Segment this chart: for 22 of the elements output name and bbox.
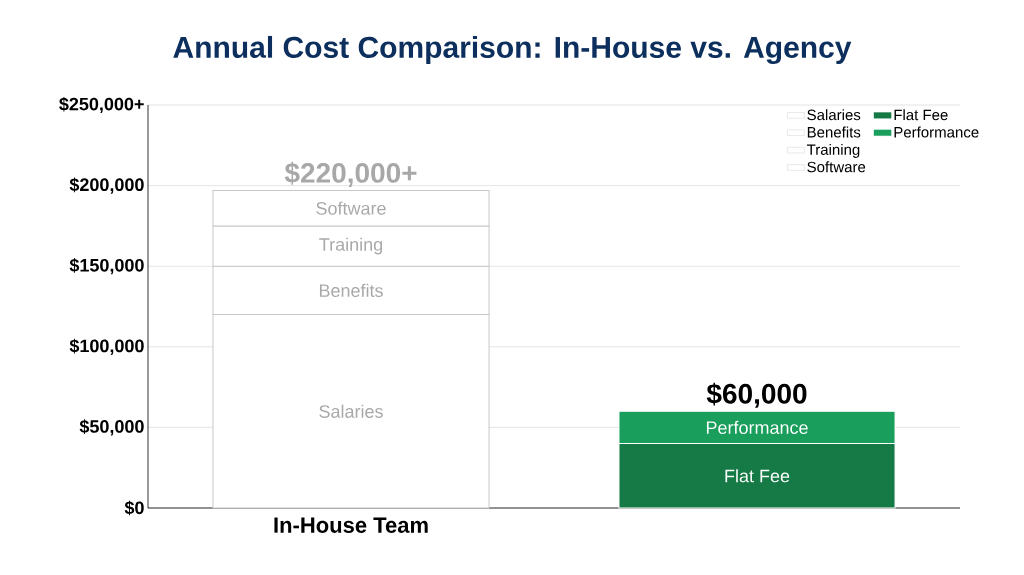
y-tick-label: $50,000 — [79, 419, 144, 436]
legend-label: Performance — [894, 126, 979, 138]
legend-label: Flat Fee — [894, 109, 948, 121]
text: Software — [316, 201, 386, 215]
y-tick-label: $250,000+ — [59, 96, 144, 114]
y-tick-label: $0 — [124, 500, 144, 516]
y-tick-label: $150,000 — [69, 258, 144, 275]
y-tick-label: $100,000 — [69, 338, 144, 355]
text: Flat Fee — [725, 469, 790, 483]
text: Performance — [706, 420, 808, 434]
legend-label: Software — [807, 161, 866, 173]
legend-label: Salaries — [807, 109, 861, 121]
text: Salaries — [319, 404, 383, 418]
legend-label: Training — [806, 143, 860, 158]
total-label: $220,000+ — [284, 161, 417, 187]
y-tick-label: $200,000 — [69, 177, 144, 194]
chart-title: Annual Cost Comparison: In-House vs. Agency — [173, 35, 852, 65]
total-label: $60,000 — [706, 382, 807, 408]
text: Training — [319, 237, 383, 255]
text: Benefits — [319, 283, 383, 297]
x-tick-label: In-House Team — [274, 517, 428, 533]
legend-label: Benefits — [807, 126, 861, 138]
